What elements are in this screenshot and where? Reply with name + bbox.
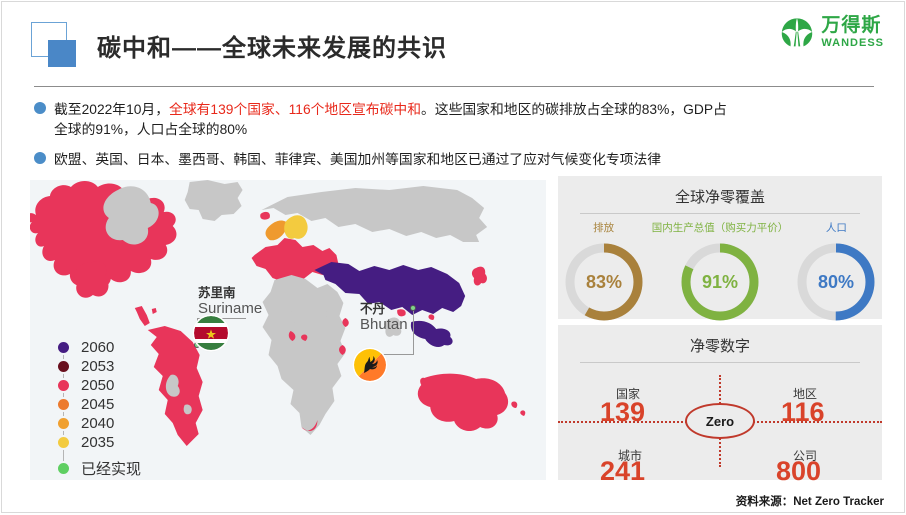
- svg-text:80%: 80%: [818, 272, 854, 292]
- svg-text:83%: 83%: [586, 272, 622, 292]
- svg-text:91%: 91%: [702, 272, 738, 292]
